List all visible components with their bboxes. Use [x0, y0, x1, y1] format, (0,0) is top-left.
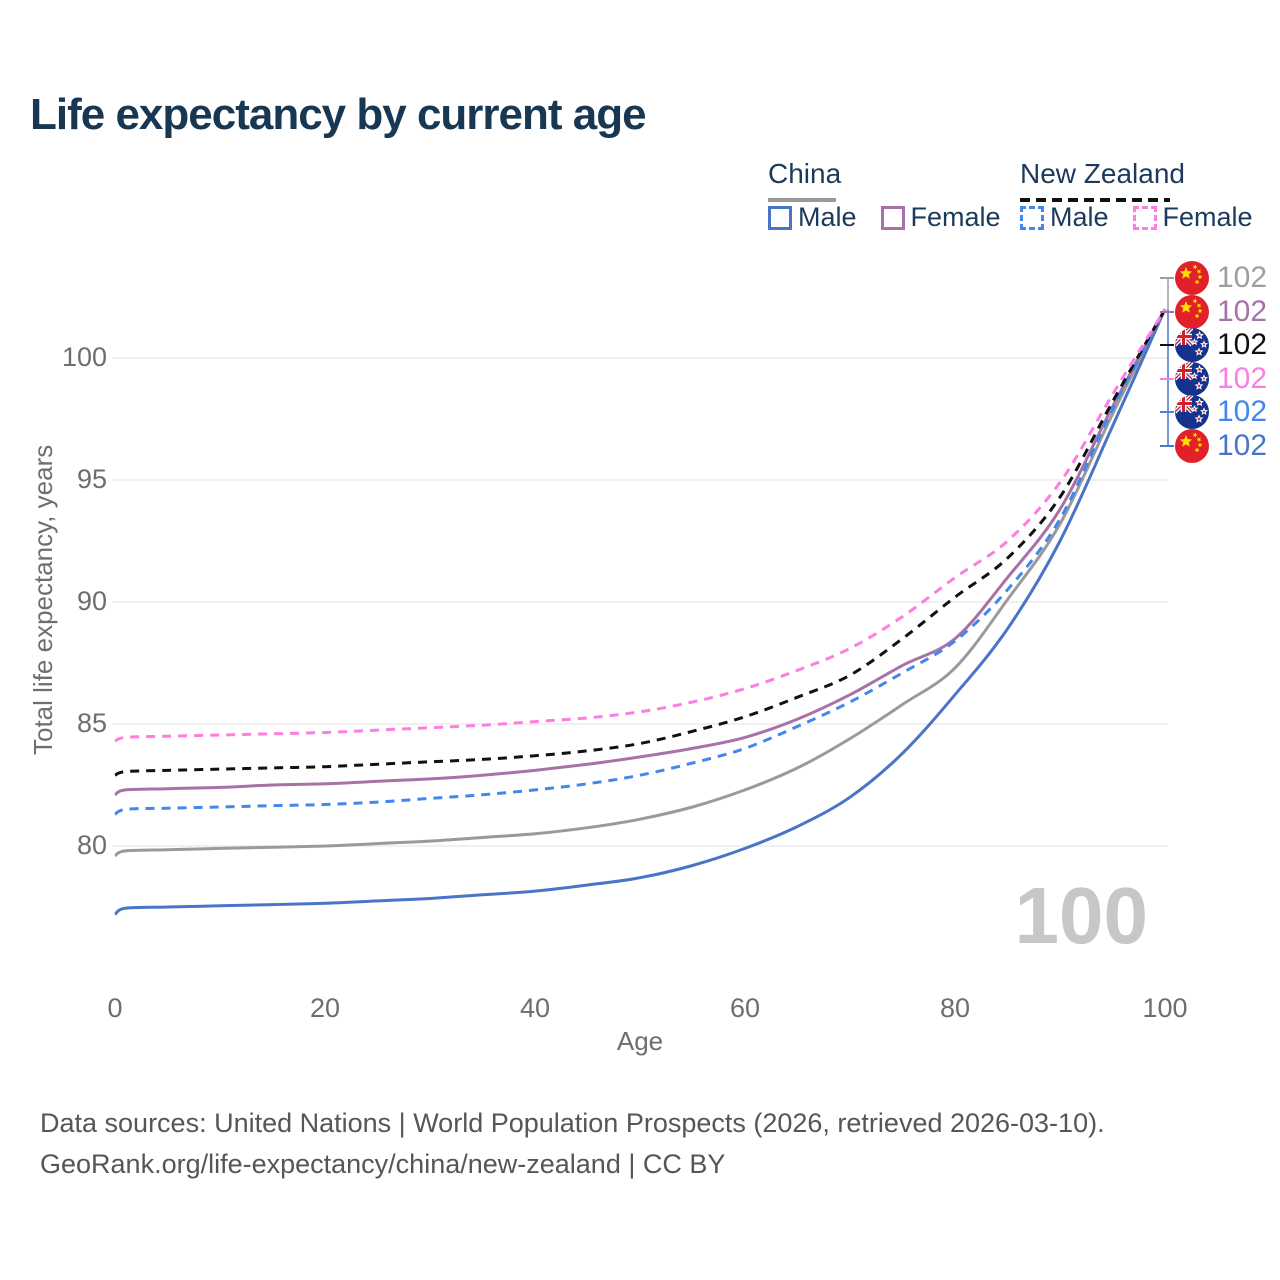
series-line-new-zealand-male: [114, 308, 1167, 816]
end-label-row-nz-3: 102: [1175, 362, 1267, 396]
x-tick-0: 0: [107, 993, 123, 1023]
end-label-value: 102: [1217, 395, 1268, 428]
x-tick-20: 20: [309, 993, 341, 1023]
legend-nz-line-sample: [1020, 198, 1170, 202]
end-label-value: 102: [1217, 362, 1268, 395]
x-tick-60: 60: [729, 993, 761, 1023]
y-axis-title: Total life expectancy, years: [28, 444, 58, 756]
age-watermark: 100: [1014, 871, 1148, 960]
footer-sources: Data sources: United Nations | World Pop…: [40, 1108, 1105, 1138]
y-tick-85: 85: [76, 708, 107, 738]
series-line-china-male: [114, 308, 1167, 916]
legend-label-nz-male: Male: [1050, 202, 1109, 232]
legend-label-china-female: Female: [910, 202, 1001, 232]
china-flag-icon: [1175, 429, 1209, 463]
series-line-china-all: [114, 308, 1167, 858]
end-label-row-nz-4: 102: [1175, 395, 1267, 429]
legend-label-china-male: Male: [798, 202, 857, 232]
x-tick-100: 100: [1142, 993, 1188, 1023]
china-flag-icon: [1175, 261, 1209, 295]
legend-swatch-nz-male: [1020, 205, 1044, 230]
series-line-new-zealand-female: [114, 308, 1167, 743]
end-label-value: 102: [1217, 328, 1268, 361]
legend-swatch-china-male: [768, 205, 792, 230]
y-tick-100: 100: [61, 342, 107, 372]
end-label-row-china-0: 102: [1175, 261, 1267, 295]
china-flag-icon: [1175, 295, 1209, 329]
y-tick-95: 95: [76, 464, 107, 494]
legend-swatch-china-female: [880, 205, 905, 230]
new-zealand-flag-icon: [1175, 328, 1209, 362]
legend-china-line-sample: [768, 198, 836, 202]
y-tick-80: 80: [76, 830, 107, 860]
legend-label-nz-female: Female: [1162, 202, 1253, 232]
footer-attribution: GeoRank.org/life-expectancy/china/new-ze…: [40, 1149, 726, 1179]
y-tick-90: 90: [76, 586, 107, 616]
legend-swatch-nz-female: [1132, 205, 1157, 230]
end-label-value: 102: [1217, 295, 1268, 328]
legend-group-china-title: China: [768, 158, 842, 189]
series-line-new-zealand-all: [114, 308, 1167, 777]
x-tick-40: 40: [519, 993, 551, 1023]
new-zealand-flag-icon: [1175, 395, 1209, 429]
series-line-china-female: [114, 308, 1167, 797]
end-label-value: 102: [1217, 429, 1268, 462]
footer: Data sources: United Nations | World Pop…: [40, 1103, 1105, 1185]
x-axis-title: Age: [616, 1026, 664, 1056]
x-tick-80: 80: [939, 993, 971, 1023]
page-title: Life expectancy by current age: [30, 90, 647, 139]
end-label-row-nz-2: 102: [1175, 328, 1267, 362]
legend-group-new-zealand: New Zealand Male Female: [1020, 158, 1253, 232]
end-label-row-china-5: 102: [1175, 429, 1267, 463]
legend-group-nz-title: New Zealand: [1020, 158, 1185, 189]
end-label-row-china-1: 102: [1175, 295, 1267, 329]
end-label-value: 102: [1217, 261, 1268, 294]
new-zealand-flag-icon: [1175, 362, 1209, 396]
legend-group-china: China Male Female: [768, 158, 1001, 232]
